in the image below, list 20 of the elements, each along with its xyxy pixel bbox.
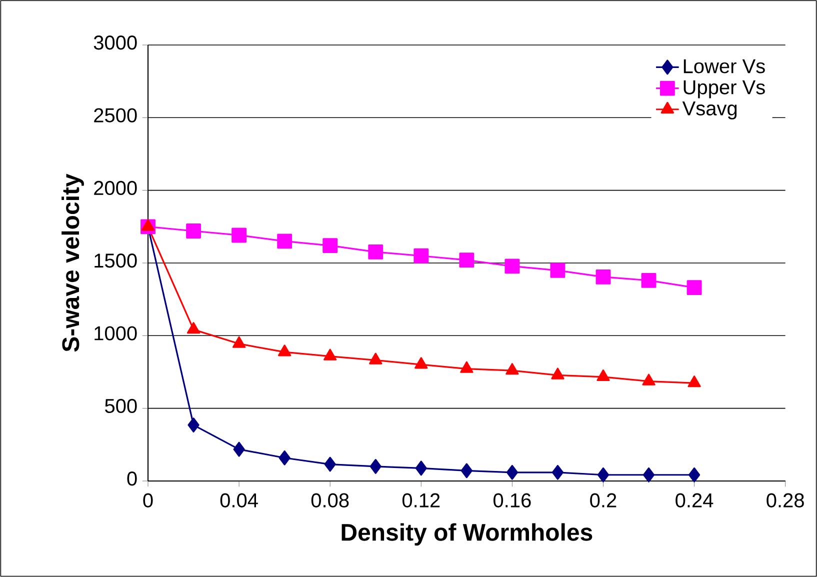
legend-label: Lower Vs <box>684 59 765 74</box>
x-tick-label: 0 <box>143 493 153 508</box>
y-tick-label: 500 <box>105 398 137 414</box>
x-tick-label: 0.12 <box>402 493 440 508</box>
x-tick-label: 0.04 <box>220 493 258 508</box>
y-tick-label: 2500 <box>94 108 137 122</box>
x-axis-title: Density of Wormholes <box>342 523 592 546</box>
x-tick-label: 0.28 <box>766 493 804 508</box>
x-tick-label: 0.08 <box>311 493 349 508</box>
legend-label: Vsavg <box>682 102 737 120</box>
y-tick-label: 0 <box>127 472 137 486</box>
y-tick-label: 1000 <box>94 326 137 340</box>
y-tick-label: 3000 <box>94 36 137 50</box>
y-tick-label: 2000 <box>94 180 137 196</box>
x-tick-label: 0.2 <box>590 493 616 508</box>
legend-label: Upper Vs <box>684 80 765 98</box>
x-tick-label: 0.16 <box>494 493 531 508</box>
y-tick-label: 1500 <box>94 254 137 268</box>
y-axis-title: S-wave velocity <box>62 174 84 352</box>
x-tick-label: 0.24 <box>676 493 714 508</box>
